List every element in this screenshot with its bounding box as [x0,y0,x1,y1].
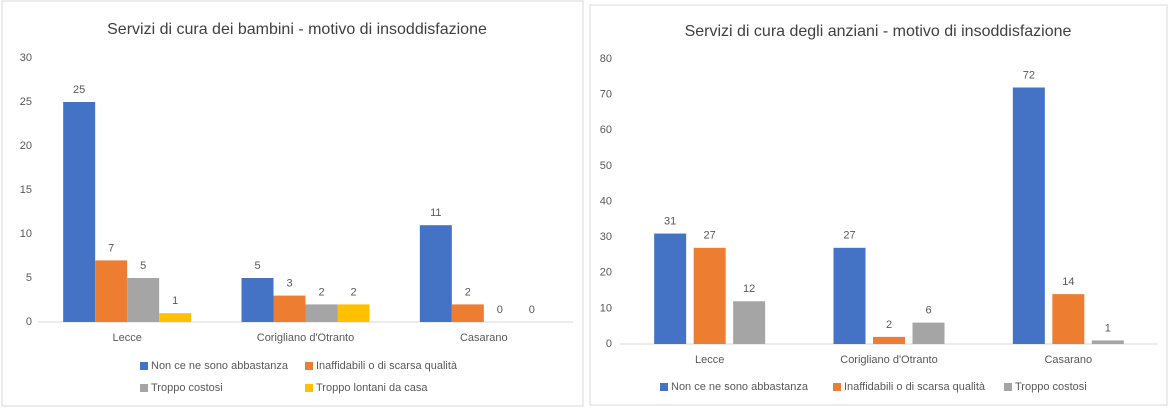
chart-frame [589,4,1168,406]
y-tick-label: 20 [600,267,612,279]
y-tick-label: 30 [20,52,32,64]
x-tick-label: Casarano [1044,354,1092,366]
bar [419,225,452,322]
y-tick-label: 20 [20,140,32,152]
y-tick-label: 30 [600,231,612,243]
y-tick-label: 50 [600,160,612,172]
data-label: 3 [286,278,292,290]
legend-label: Non ce ne sono abbastanza [671,381,809,393]
y-tick-label: 5 [26,272,32,284]
bar [159,313,192,322]
bar [733,301,766,344]
legend-swatch [833,383,841,391]
x-tick-label: Lecce [695,354,724,366]
data-label: 1 [1105,322,1111,334]
bar [912,322,945,344]
legend-label: Troppo costosi [151,382,223,394]
y-tick-label: 40 [600,195,612,207]
data-label: 2 [318,286,324,298]
bar [1052,294,1085,344]
y-tick-label: 25 [20,96,32,108]
y-tick-label: 15 [20,184,32,196]
x-tick-label: Casarano [460,332,508,344]
y-tick-label: 10 [600,302,612,314]
data-label: 14 [1062,276,1074,288]
legend-swatch [140,384,148,392]
data-label: 0 [529,304,535,316]
data-label: 7 [108,242,114,254]
data-label: 12 [743,283,755,295]
bar [305,304,338,322]
chart-title: Servizi di cura degli anziani - motivo d… [685,23,1072,40]
legend-swatch [305,384,313,392]
data-label: 0 [497,304,503,316]
data-label: 31 [664,215,676,227]
data-label: 72 [1023,69,1035,81]
chart-frame [1,0,584,407]
bar [95,260,128,322]
legend-label: Non ce ne sono abbastanza [151,360,289,372]
y-tick-label: 0 [26,316,32,328]
y-tick-label: 70 [600,89,612,101]
data-label: 25 [73,84,85,96]
data-label: 5 [254,260,260,272]
legend-swatch [660,383,668,391]
data-label: 2 [886,319,892,331]
data-label: 2 [350,286,356,298]
bar [873,336,905,344]
bar [1012,87,1045,344]
legend-label: Inaffidabili o di scarsa qualità [844,381,986,393]
legend-swatch [1004,383,1012,391]
bar [654,233,687,344]
y-tick-label: 80 [600,53,612,65]
legend-label: Inaffidabili o di scarsa qualità [316,360,458,372]
data-label: 6 [925,305,931,317]
bar [833,247,866,344]
bar [1091,340,1124,344]
x-tick-label: Lecce [112,332,141,344]
y-tick-label: 10 [20,228,32,240]
x-tick-label: Corigliano d'Otranto [257,332,355,344]
legend-label: Troppo lontani da casa [316,382,428,394]
chart-title: Servizi di cura dei bambini - motivo di … [107,21,487,38]
legend-label: Troppo costosi [1015,381,1087,393]
data-label: 11 [430,207,441,219]
bar [241,278,274,322]
bar [693,247,726,344]
bar [337,304,370,322]
y-tick-label: 0 [606,338,612,350]
data-label: 1 [172,295,178,307]
data-label: 27 [704,230,716,242]
data-label: 27 [843,230,855,242]
data-label: 2 [465,286,471,298]
legend-swatch [305,362,313,370]
y-tick-label: 60 [600,124,612,136]
bar [273,295,306,322]
bar [127,278,160,322]
data-label: 5 [140,260,146,272]
x-tick-label: Corigliano d'Otranto [840,354,938,366]
bar [451,304,484,322]
bar [63,102,96,322]
legend-swatch [140,362,148,370]
